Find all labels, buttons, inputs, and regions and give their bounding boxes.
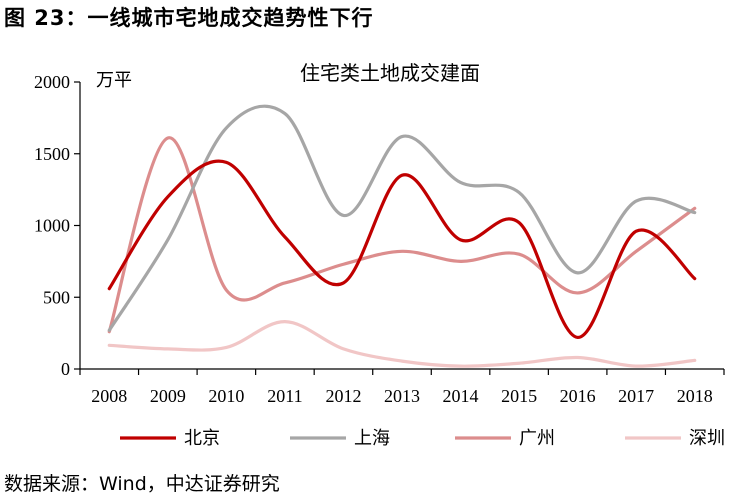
chart-legend: 北京 上海 广州 深圳 — [120, 428, 725, 449]
x-tick-label: 2015 — [501, 386, 537, 406]
x-tick-label: 2013 — [384, 386, 420, 406]
y-tick-label: 500 — [43, 287, 70, 307]
legend-label-1: 北京 — [184, 428, 220, 449]
x-tick-label: 2010 — [208, 386, 244, 406]
y-tick-label: 0 — [61, 359, 70, 379]
chart-axes: 0 500 1000 1500 2000 2008 2009 2010 2011 2012 2013… — [34, 72, 725, 406]
x-tick-label: 2009 — [150, 386, 186, 406]
series-line-1 — [107, 159, 697, 340]
series-line-2 — [107, 104, 697, 332]
series-line-4 — [107, 320, 697, 368]
chart-series — [107, 104, 697, 368]
x-tick-label: 2017 — [618, 386, 654, 406]
legend-label-3: 广州 — [519, 428, 555, 449]
line-chart: 0 500 1000 1500 2000 2008 2009 2010 2011 2012 2013… — [34, 61, 725, 449]
x-tick-label: 2012 — [325, 386, 361, 406]
x-tick-label: 2016 — [560, 386, 596, 406]
x-tick-label: 2011 — [267, 386, 302, 406]
figure-title: 图 23：一线城市宅地成交趋势性下行 — [4, 6, 374, 30]
y-tick-label: 1000 — [34, 216, 70, 236]
y-tick-label: 1500 — [34, 144, 70, 164]
y-tick-label: 2000 — [34, 72, 70, 92]
legend-label-2: 上海 — [354, 428, 390, 449]
x-tick-label: 2008 — [91, 386, 127, 406]
y-axis-unit-label: 万平 — [96, 70, 132, 91]
x-tick-label: 2018 — [677, 386, 713, 406]
source-note: 数据来源：Wind，中达证券研究 — [4, 473, 280, 495]
x-tick-label: 2014 — [443, 386, 479, 406]
chart-title: 住宅类土地成交建面 — [300, 61, 480, 85]
legend-label-4: 深圳 — [689, 428, 725, 449]
series-line-3 — [107, 136, 697, 334]
